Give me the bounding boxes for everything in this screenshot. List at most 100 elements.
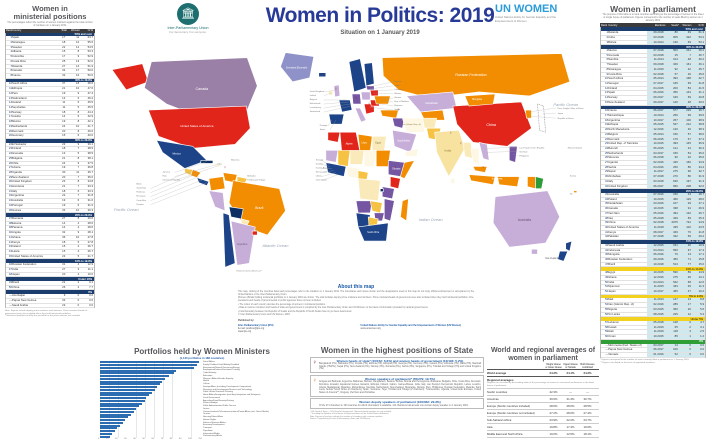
table-row: 6 Namibia 11.2014 104 48 46.2 (601, 58, 706, 64)
cell-value: 80 (664, 30, 679, 35)
cell-value: 51.9 (87, 63, 94, 68)
country-name: Brazil (608, 261, 616, 266)
band-header: Under 5% (601, 317, 705, 322)
cell-value: 32 (604, 183, 609, 188)
cell-value: 54 (678, 151, 692, 156)
country-name: Kenya (608, 229, 616, 234)
cell-value: 11.2016 (647, 325, 665, 330)
bar (100, 377, 165, 380)
cell-value: 19.9 (691, 243, 706, 248)
map-callout-label: Luxembourg (310, 107, 321, 109)
cell-value: 02.2016 (647, 160, 665, 165)
poster-title: Women in Politics: 2019 (265, 4, 495, 27)
cell-value: 45.7 (691, 67, 706, 72)
bar-label: Finance/Budget (203, 402, 218, 405)
bar-label: Health (203, 380, 210, 383)
cell-value: 0 (678, 343, 692, 348)
cell-value: 53.2 (691, 35, 706, 40)
cell-value: 27.8 (87, 239, 94, 244)
country-name: Uganda (12, 169, 22, 174)
cell-value: 36.9 (691, 141, 706, 146)
cell-value: 40.0 (691, 100, 706, 105)
table-row: 4 Albania 15 8 53.3 (6, 49, 94, 56)
country-somalia (400, 160, 415, 179)
cell-value: 31.9 (691, 174, 706, 179)
row-value: 23.9% (549, 418, 558, 423)
cell-value: 52.0 (87, 58, 94, 63)
map-callout-label: Samoa (570, 176, 577, 178)
cell-value: 27 (604, 160, 609, 165)
bar-label: Tourism (203, 413, 211, 416)
country-name: Argentina (12, 193, 24, 198)
cell-value: 38.9 (87, 146, 94, 151)
table-row: 33 Argentina 22 7 31.8 (6, 193, 94, 200)
averages-rows: World average 24.3% 24.1% 24.3% Regional ave… (487, 369, 599, 440)
column-header: % W (698, 23, 704, 27)
cell-value: 5.9 (691, 302, 706, 307)
country-name: Ireland (12, 244, 21, 249)
cell-value: 69 (678, 235, 692, 240)
cell-value: 69 (678, 81, 692, 86)
map-callout-label: Senegal (316, 159, 324, 161)
cell-value: 107 (664, 202, 679, 207)
cell-value: 11 (62, 100, 66, 105)
cell-value: 29 (604, 169, 609, 174)
cell-value: 43 (678, 192, 692, 197)
un-women-logo-text: UN WOMEN (495, 3, 558, 15)
cell-value: 128 (664, 320, 679, 325)
country-name: North Macedonia (608, 127, 630, 132)
map-callout-label: Romania (394, 105, 403, 107)
cell-value: 7 (606, 62, 609, 67)
cell-value: 20 (678, 307, 692, 312)
country-kenya (390, 176, 401, 189)
about-paragraph: © Inter-Parliamentary Union and UN Women… (238, 314, 290, 317)
x-tick-label: 70 (160, 438, 164, 440)
country-russia (381, 53, 571, 99)
cell-value: 04.2014 (647, 248, 665, 253)
country-west-africa-coast (325, 162, 347, 177)
cell-value: 28 (604, 164, 609, 169)
cell-value: 560 (664, 248, 679, 253)
row-label: Americas (487, 397, 499, 402)
regional-averages-note: Regions are classified by descending ord… (487, 382, 595, 387)
publisher: United Nations Entity for Gender Equalit… (361, 324, 470, 333)
cell-value: 46 (8, 262, 13, 267)
cell-value: 342 (664, 235, 679, 240)
country-name: Portugal (12, 202, 23, 207)
cell-value: 1 (678, 334, 692, 339)
bar (100, 364, 198, 367)
cell-value: 27.8 (87, 234, 94, 239)
cell-value: 30 (678, 243, 692, 248)
cell-value: 31 (8, 188, 13, 193)
map-callout-label: Marshall Islands (568, 147, 582, 149)
ocean-label: Pacific Ocean (553, 102, 579, 107)
table-row: 43 Saudi Arabia 12.2016 151 30 19.9 (601, 243, 706, 249)
country-fiji (573, 190, 578, 194)
cell-value: 106 (664, 348, 679, 353)
cell-value: 18 (62, 239, 66, 244)
table-row: 58 Kuwait 11.2016 65 2 3.1 (601, 325, 706, 331)
cell-value: 5 (77, 100, 80, 105)
map-callout-label: Ireland (310, 95, 316, 97)
bar (100, 432, 112, 435)
cell-value: 07.2018 (647, 174, 665, 179)
cell-value: 2 (77, 284, 80, 289)
bar-row: Public Administration/Public Service (100, 405, 236, 408)
map-country-label: Ethiopia (392, 168, 401, 171)
cell-value: 14 (604, 95, 609, 100)
country-italy (354, 107, 367, 123)
cell-value: 17.1 (691, 253, 706, 257)
cell-value: 14 (62, 225, 66, 230)
cell-value: 39 (604, 220, 609, 225)
cell-value: 22 (62, 44, 66, 49)
cell-value: 42.7 (691, 77, 706, 81)
cell-value: 630 (664, 179, 679, 184)
cell-value: 15 (62, 244, 66, 249)
cell-value: — (9, 297, 13, 302)
country-name: Albania (12, 49, 22, 54)
head-of-state-marker-icon: ♀ (397, 107, 400, 112)
publisher-line: www.ipu.org (238, 330, 252, 334)
cell-value: 7.7 (89, 284, 94, 289)
cell-value: 29.6 (87, 216, 94, 221)
cell-value: 229 (678, 109, 692, 113)
